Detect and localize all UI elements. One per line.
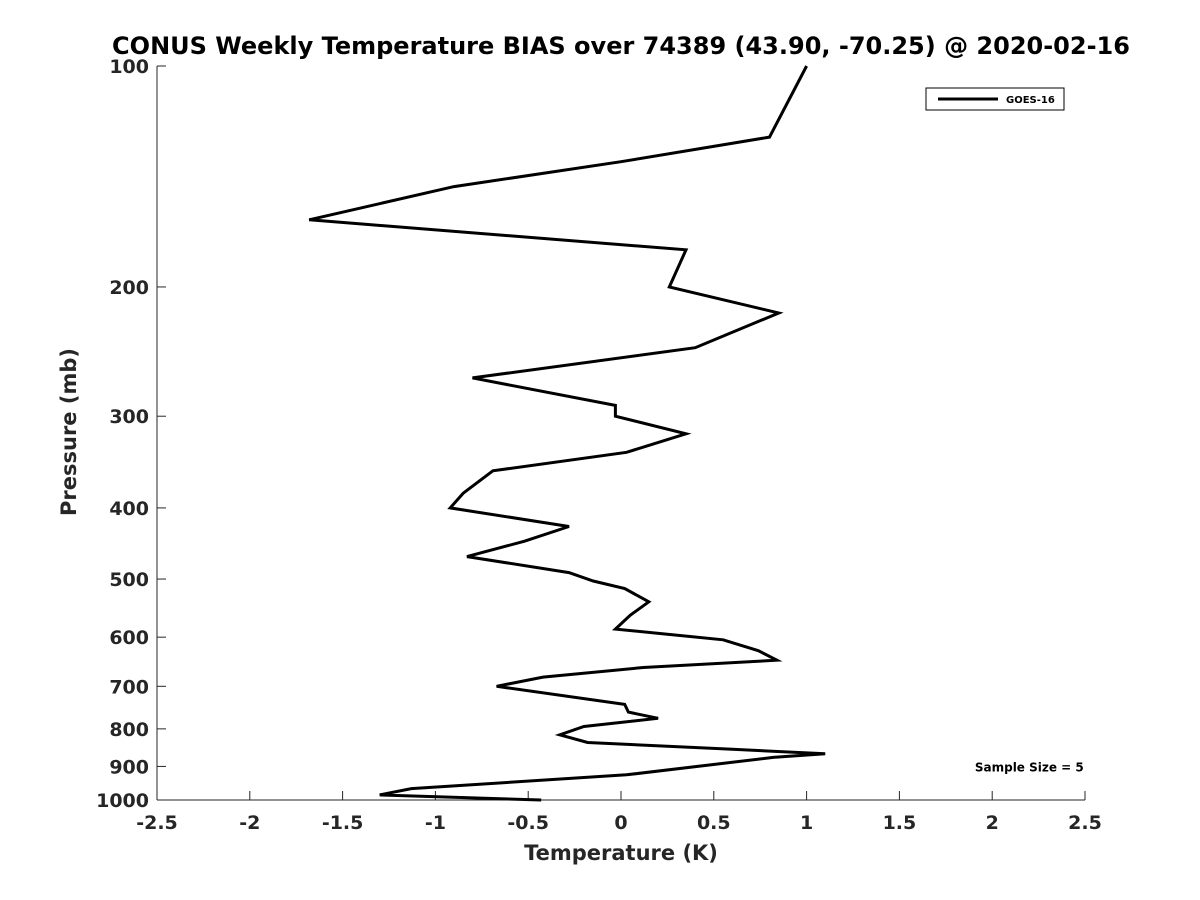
x-tick-label: -2 <box>239 812 260 834</box>
y-tick-label: 1000 <box>96 790 149 812</box>
y-tick-label: 900 <box>109 756 149 778</box>
y-tick-label: 800 <box>109 719 149 741</box>
y-tick-label: 300 <box>109 406 149 428</box>
x-tick-label: -2.5 <box>136 812 178 834</box>
y-tick-label: 700 <box>109 676 149 698</box>
x-tick-label: 0.5 <box>697 812 731 834</box>
y-axis-label: Pressure (mb) <box>57 348 81 516</box>
x-tick-label: -0.5 <box>507 812 549 834</box>
y-tick-label: 100 <box>109 56 149 78</box>
x-tick-label: -1 <box>425 812 446 834</box>
legend: GOES-16 <box>925 87 1065 111</box>
x-axis-ticks: -2.5 -2 -1.5 -1 -0.5 0 0.5 1 1.5 2 2.5 <box>136 791 1102 834</box>
x-tick-label: 1.5 <box>883 812 917 834</box>
x-tick-label: 2.5 <box>1068 812 1102 834</box>
y-tick-label: 600 <box>109 627 149 649</box>
x-tick-label: 0 <box>614 812 627 834</box>
annotation-layer: Sample Size = 5 <box>975 760 1084 774</box>
y-tick-label: 200 <box>109 277 149 299</box>
series-layer <box>308 65 826 802</box>
x-axis-label: Temperature (K) <box>524 841 718 865</box>
y-tick-label: 400 <box>109 498 149 520</box>
y-axis-ticks: 100 200 300 400 500 600 700 800 900 1000 <box>96 56 166 812</box>
sample-size-annotation: Sample Size = 5 <box>975 760 1084 774</box>
x-tick-label: -1.5 <box>322 812 364 834</box>
series-line-goes-16 <box>308 65 826 802</box>
x-tick-label: 2 <box>986 812 999 834</box>
x-tick-label: 1 <box>800 812 813 834</box>
chart-title: CONUS Weekly Temperature BIAS over 74389… <box>112 32 1130 60</box>
y-tick-label: 500 <box>109 569 149 591</box>
legend-label-goes-16: GOES-16 <box>1006 95 1055 106</box>
